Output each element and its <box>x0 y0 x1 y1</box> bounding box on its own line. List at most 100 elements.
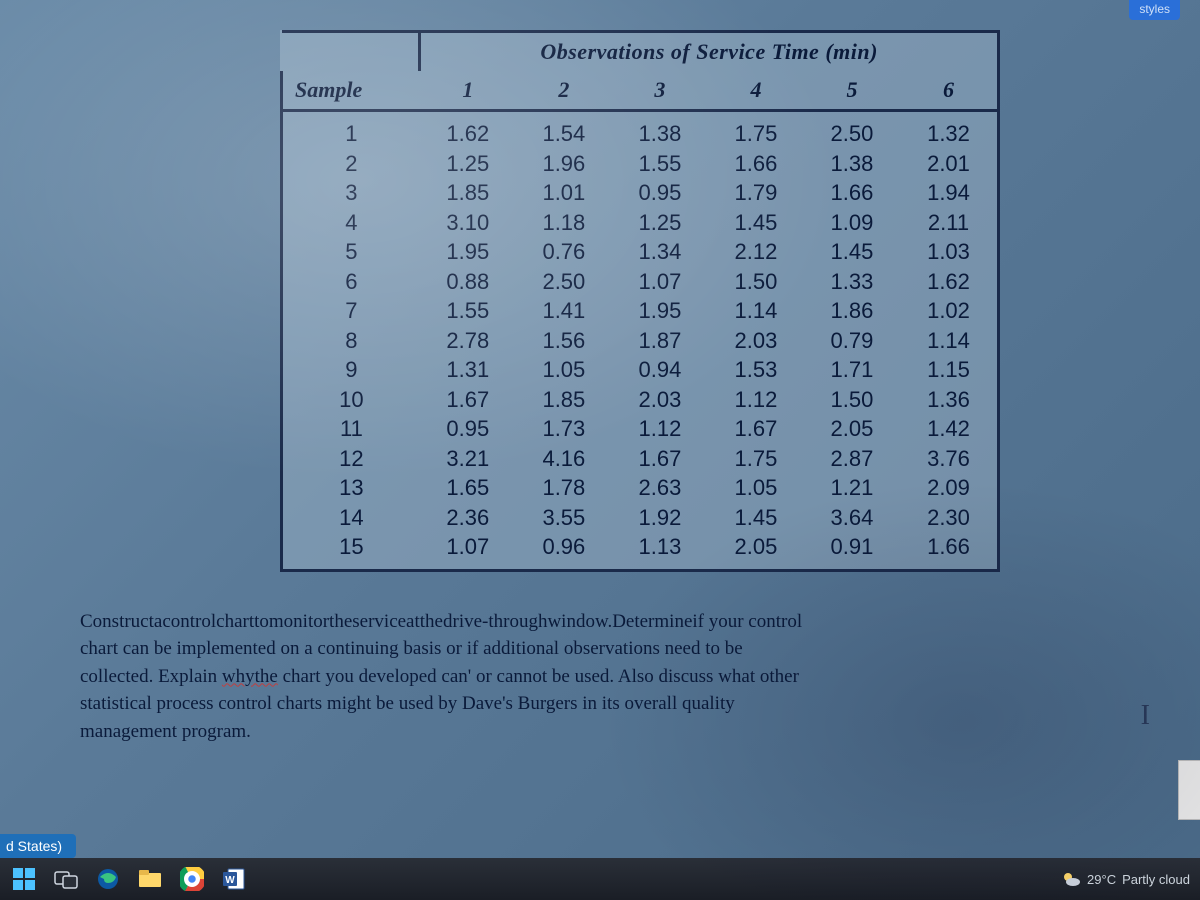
obs-cell: 2.63 <box>612 473 708 503</box>
obs-cell: 1.95 <box>612 296 708 326</box>
file-explorer-icon[interactable] <box>136 865 164 893</box>
task-view-icon[interactable] <box>52 865 80 893</box>
obs-cell: 1.62 <box>900 267 999 297</box>
obs-cell: 0.95 <box>612 178 708 208</box>
sample-cell: 14 <box>282 503 420 533</box>
weather-widget[interactable]: 29°C Partly cloud <box>1061 869 1190 889</box>
obs-cell: 1.54 <box>516 111 612 149</box>
obs-cell: 1.56 <box>516 326 612 356</box>
obs-cell: 1.66 <box>708 149 804 179</box>
table-row: 123.214.161.671.752.873.76 <box>282 444 999 474</box>
para-line-4: statistical process control charts might… <box>80 693 735 714</box>
sample-cell: 10 <box>282 385 420 415</box>
sample-cell: 15 <box>282 532 420 570</box>
obs-cell: 2.50 <box>804 111 900 149</box>
weather-temp: 29°C <box>1087 872 1116 887</box>
service-time-table: Observations of Service Time (min) Sampl… <box>280 30 1000 572</box>
sample-cell: 7 <box>282 296 420 326</box>
obs-cell: 0.88 <box>420 267 516 297</box>
obs-cell: 1.66 <box>804 178 900 208</box>
obs-cell: 0.76 <box>516 237 612 267</box>
obs-cell: 1.14 <box>900 326 999 356</box>
obs-cell: 1.18 <box>516 208 612 238</box>
chrome-icon[interactable] <box>178 865 206 893</box>
obs-cell: 1.05 <box>708 473 804 503</box>
obs-cell: 2.03 <box>612 385 708 415</box>
table-row: 142.363.551.921.453.642.30 <box>282 503 999 533</box>
obs-cell: 1.21 <box>804 473 900 503</box>
table-row: 43.101.181.251.451.092.11 <box>282 208 999 238</box>
obs-cell: 1.78 <box>516 473 612 503</box>
obs-cell: 1.02 <box>900 296 999 326</box>
obs-cell: 1.05 <box>516 355 612 385</box>
obs-cell: 1.42 <box>900 414 999 444</box>
obs-cell: 4.16 <box>516 444 612 474</box>
edge-icon[interactable] <box>94 865 122 893</box>
obs-cell: 1.32 <box>900 111 999 149</box>
sample-cell: 11 <box>282 414 420 444</box>
sample-cell: 6 <box>282 267 420 297</box>
header-obs-5: 5 <box>804 71 900 111</box>
obs-cell: 1.65 <box>420 473 516 503</box>
ribbon-tab: styles <box>1129 0 1180 20</box>
obs-cell: 2.12 <box>708 237 804 267</box>
obs-cell: 1.33 <box>804 267 900 297</box>
obs-cell: 1.45 <box>804 237 900 267</box>
obs-cell: 1.13 <box>612 532 708 570</box>
table-row: 101.671.852.031.121.501.36 <box>282 385 999 415</box>
document-content: Observations of Service Time (min) Sampl… <box>80 30 1160 745</box>
obs-cell: 1.55 <box>420 296 516 326</box>
obs-cell: 1.87 <box>612 326 708 356</box>
header-obs-6: 6 <box>900 71 999 111</box>
status-bar-language[interactable]: d States) <box>0 834 76 858</box>
para-line-3a: collected. Explain <box>80 666 222 687</box>
obs-cell: 1.85 <box>516 385 612 415</box>
obs-cell: 1.25 <box>420 149 516 179</box>
obs-cell: 1.38 <box>612 111 708 149</box>
obs-cell: 1.75 <box>708 111 804 149</box>
obs-cell: 1.15 <box>900 355 999 385</box>
obs-cell: 1.34 <box>612 237 708 267</box>
table-row: 71.551.411.951.141.861.02 <box>282 296 999 326</box>
sample-cell: 3 <box>282 178 420 208</box>
obs-cell: 1.50 <box>708 267 804 297</box>
sample-cell: 8 <box>282 326 420 356</box>
obs-cell: 2.50 <box>516 267 612 297</box>
obs-cell: 1.95 <box>420 237 516 267</box>
sample-cell: 4 <box>282 208 420 238</box>
svg-text:W: W <box>225 875 235 886</box>
word-icon[interactable]: W <box>220 865 248 893</box>
obs-cell: 1.09 <box>804 208 900 238</box>
obs-cell: 3.10 <box>420 208 516 238</box>
obs-cell: 2.11 <box>900 208 999 238</box>
sample-cell: 1 <box>282 111 420 149</box>
right-panel-edge <box>1178 760 1200 820</box>
header-obs-2: 2 <box>516 71 612 111</box>
obs-cell: 1.36 <box>900 385 999 415</box>
obs-cell: 0.79 <box>804 326 900 356</box>
obs-cell: 1.75 <box>708 444 804 474</box>
sample-cell: 13 <box>282 473 420 503</box>
windows-taskbar[interactable]: W 29°C Partly cloud <box>0 858 1200 900</box>
obs-cell: 1.55 <box>612 149 708 179</box>
obs-cell: 2.03 <box>708 326 804 356</box>
obs-cell: 1.01 <box>516 178 612 208</box>
table-row: 11.621.541.381.752.501.32 <box>282 111 999 149</box>
obs-cell: 3.76 <box>900 444 999 474</box>
obs-cell: 1.45 <box>708 503 804 533</box>
obs-cell: 1.45 <box>708 208 804 238</box>
service-time-table-wrap: Observations of Service Time (min) Sampl… <box>280 30 1000 572</box>
table-row: 82.781.561.872.030.791.14 <box>282 326 999 356</box>
obs-cell: 2.05 <box>708 532 804 570</box>
question-paragraph[interactable]: Constructacontrolcharttomonitortheservic… <box>80 608 1130 746</box>
weather-icon <box>1061 869 1081 889</box>
table-row: 31.851.010.951.791.661.94 <box>282 178 999 208</box>
text-cursor-icon: I <box>1141 700 1150 732</box>
obs-cell: 1.41 <box>516 296 612 326</box>
table-row: 21.251.961.551.661.382.01 <box>282 149 999 179</box>
obs-cell: 1.12 <box>708 385 804 415</box>
obs-cell: 1.86 <box>804 296 900 326</box>
start-icon[interactable] <box>10 865 38 893</box>
obs-cell: 2.78 <box>420 326 516 356</box>
obs-cell: 0.91 <box>804 532 900 570</box>
